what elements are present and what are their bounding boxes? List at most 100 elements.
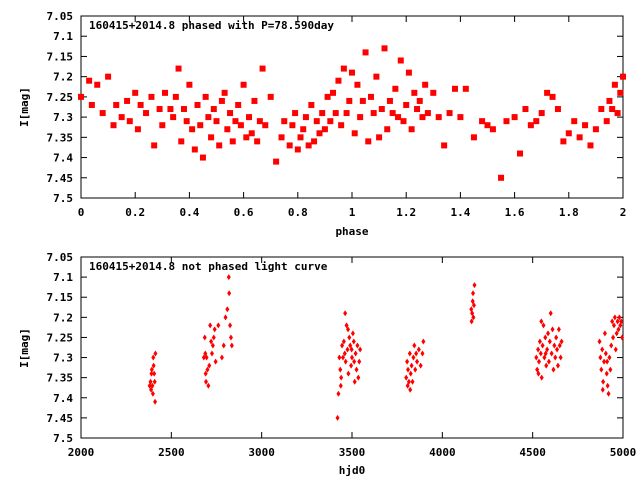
y-tick-label: 7.15 <box>47 291 74 304</box>
data-point <box>259 65 266 72</box>
data-point <box>511 114 518 121</box>
data-point <box>183 118 190 125</box>
x-tick-label: 2 <box>620 206 627 219</box>
data-point <box>471 290 476 297</box>
data-point <box>435 114 442 121</box>
data-point <box>471 302 476 309</box>
data-point <box>237 122 244 129</box>
data-point <box>305 142 312 149</box>
data-point <box>441 142 448 149</box>
data-point <box>170 114 177 121</box>
data-point <box>207 362 212 369</box>
data-point <box>446 110 453 117</box>
data-point <box>189 126 196 133</box>
data-point <box>335 414 340 421</box>
data-point <box>343 310 348 317</box>
x-tick-label: 4000 <box>429 446 456 459</box>
data-point <box>355 342 360 349</box>
data-point <box>243 134 250 141</box>
data-point <box>549 93 556 100</box>
data-point <box>543 350 548 357</box>
x-tick-label: 0.6 <box>234 206 254 219</box>
data-point <box>602 330 607 337</box>
data-point <box>522 106 529 113</box>
data-point <box>406 366 411 373</box>
data-point <box>384 126 391 133</box>
data-point <box>537 338 542 345</box>
data-point <box>149 386 154 393</box>
data-point <box>152 378 157 385</box>
data-point <box>204 354 209 361</box>
data-point <box>365 138 372 145</box>
data-point <box>340 342 345 349</box>
data-point <box>194 101 201 108</box>
data-point <box>503 118 510 125</box>
data-point <box>229 342 234 349</box>
data-point <box>149 366 154 373</box>
data-point <box>536 346 541 353</box>
data-point <box>403 101 410 108</box>
y-tick-label: 7.15 <box>47 50 74 63</box>
data-point <box>330 89 337 96</box>
data-point <box>411 89 418 96</box>
y-tick-label: 7.3 <box>53 111 73 124</box>
data-point <box>336 390 341 397</box>
data-point <box>484 122 491 129</box>
data-point <box>416 97 423 104</box>
data-point <box>199 154 206 161</box>
data-point <box>316 130 323 137</box>
data-point <box>620 334 625 341</box>
data-point <box>294 146 301 153</box>
data-point <box>544 362 549 369</box>
y-tick-label: 7.45 <box>47 172 74 185</box>
data-point <box>321 126 328 133</box>
data-point <box>611 81 618 88</box>
data-point <box>208 322 213 329</box>
data-point <box>205 366 210 373</box>
data-point <box>599 366 604 373</box>
data-point <box>557 342 562 349</box>
data-point <box>592 126 599 133</box>
data-point <box>611 322 616 329</box>
data-point <box>152 370 157 377</box>
data-point <box>538 110 545 117</box>
data-point <box>457 114 464 121</box>
data-point <box>308 101 315 108</box>
data-point <box>213 358 218 365</box>
data-point <box>358 346 363 353</box>
data-point <box>605 382 610 389</box>
data-point <box>349 346 354 353</box>
data-point <box>470 134 477 141</box>
data-point <box>559 338 564 345</box>
x-tick-label: 4500 <box>519 446 546 459</box>
data-point <box>606 97 613 104</box>
data-point <box>134 126 141 133</box>
data-point <box>340 65 347 72</box>
x-tick-label: 0.2 <box>125 206 145 219</box>
data-point <box>598 354 603 361</box>
data-point <box>137 101 144 108</box>
x-axis-label: hjd0 <box>339 464 366 477</box>
data-point <box>343 110 350 117</box>
data-point <box>354 366 359 373</box>
data-point <box>340 354 345 361</box>
data-point <box>620 73 626 80</box>
data-point <box>603 350 608 357</box>
data-point <box>350 330 355 337</box>
data-point <box>613 346 618 353</box>
data-point <box>554 106 561 113</box>
data-point <box>558 354 563 361</box>
data-point <box>110 122 117 129</box>
data-point <box>105 73 112 80</box>
data-point <box>600 386 605 393</box>
data-point <box>546 330 551 337</box>
data-point <box>313 118 320 125</box>
data-point <box>235 101 242 108</box>
data-point <box>373 73 380 80</box>
data-point <box>498 174 505 181</box>
data-point <box>227 290 232 297</box>
y-tick-label: 7.1 <box>53 30 73 43</box>
data-point <box>451 85 458 92</box>
data-point <box>469 318 474 325</box>
